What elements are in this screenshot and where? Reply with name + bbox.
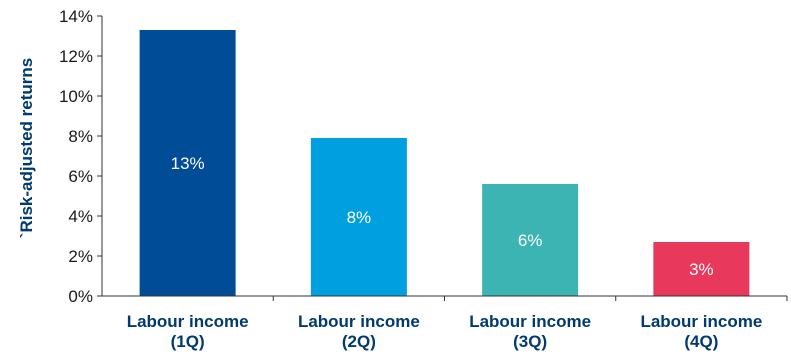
- y-tick-label: 12%: [59, 47, 93, 66]
- y-axis-title: `Risk-adjusted returns: [17, 58, 36, 238]
- bar: [310, 138, 407, 296]
- x-category-label: (1Q): [171, 332, 205, 351]
- x-category-label: (4Q): [684, 332, 718, 351]
- y-tick-label: 14%: [59, 7, 93, 26]
- x-category-label: Labour income: [298, 312, 420, 331]
- y-tick-label: 4%: [68, 207, 93, 226]
- y-tick-label: 0%: [68, 287, 93, 306]
- x-category-label: Labour income: [127, 312, 249, 331]
- bar: [653, 242, 750, 296]
- bar-value-label: 3%: [689, 260, 714, 279]
- x-category-label: (3Q): [513, 332, 547, 351]
- x-category-label: Labour income: [640, 312, 762, 331]
- bar-value-label: 8%: [347, 208, 372, 227]
- bar-value-label: 6%: [518, 231, 543, 250]
- bar: [482, 184, 579, 296]
- y-tick-label: 8%: [68, 127, 93, 146]
- y-tick-label: 2%: [68, 247, 93, 266]
- y-tick-label: 10%: [59, 87, 93, 106]
- x-category-label: Labour income: [469, 312, 591, 331]
- bar: [139, 30, 236, 296]
- y-tick-label: 6%: [68, 167, 93, 186]
- bar-value-label: 13%: [171, 154, 205, 173]
- x-category-label: (2Q): [342, 332, 376, 351]
